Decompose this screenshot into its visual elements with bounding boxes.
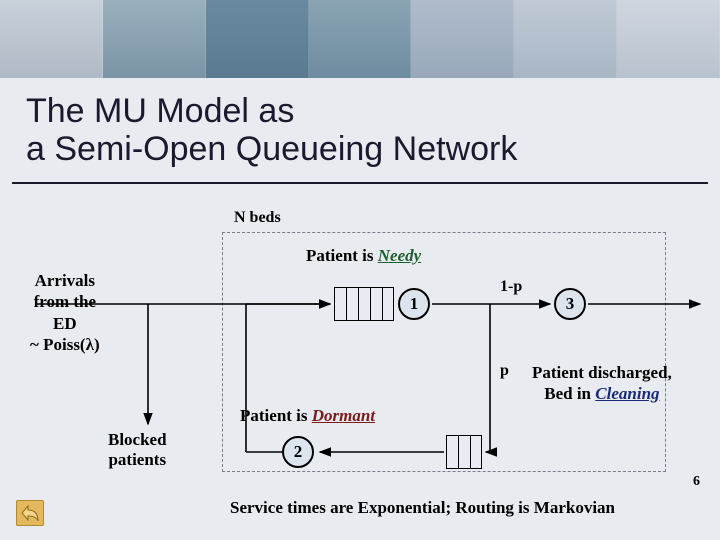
needy-word: Needy — [378, 246, 421, 265]
prob-p: p — [500, 362, 509, 380]
discharge-line1: Patient discharged, — [532, 362, 672, 383]
node-3-cleaning: 3 — [554, 288, 586, 320]
banner-photo — [514, 0, 617, 78]
n-beds-label: N beds — [234, 209, 281, 227]
queue-needy — [334, 287, 394, 321]
queue-slot — [458, 435, 470, 469]
back-icon[interactable] — [16, 500, 44, 526]
arrivals-l4: ~ Poiss(λ) — [30, 334, 100, 355]
prob-1-p: 1-p — [500, 278, 522, 296]
banner-photo — [617, 0, 720, 78]
queue-slot — [346, 287, 358, 321]
queue-slot — [470, 435, 482, 469]
node-2-dormant: 2 — [282, 436, 314, 468]
title-underline — [12, 182, 708, 184]
title-line-2: a Semi-Open Queueing Network — [26, 130, 517, 168]
queue-slot — [370, 287, 382, 321]
banner-photo — [0, 0, 103, 78]
dormant-word: Dormant — [312, 406, 375, 425]
title-line-1: The MU Model as — [26, 92, 517, 130]
discharge-l2-pre: Bed in — [544, 384, 595, 403]
system-boundary-box — [222, 232, 666, 472]
queue-slot — [382, 287, 394, 321]
footer-note: Service times are Exponential; Routing i… — [230, 498, 615, 518]
queue-slot — [334, 287, 346, 321]
needy-prefix: Patient is — [306, 246, 378, 265]
node-2-label: 2 — [294, 442, 303, 462]
queue-dormant — [446, 435, 482, 469]
banner-photo — [206, 0, 309, 78]
dormant-label: Patient is Dormant — [240, 406, 375, 426]
queue-slot — [358, 287, 370, 321]
discharge-l2-word: Cleaning — [595, 384, 659, 403]
banner-photo — [309, 0, 412, 78]
blocked-l2: patients — [108, 450, 167, 470]
banner-photo — [103, 0, 206, 78]
slide-title: The MU Model as a Semi-Open Queueing Net… — [26, 92, 517, 168]
arrivals-label: Arrivals from the ED ~ Poiss(λ) — [30, 270, 100, 355]
blocked-label: Blocked patients — [108, 430, 167, 471]
banner-photo — [411, 0, 514, 78]
needy-label: Patient is Needy — [306, 246, 421, 266]
node-3-label: 3 — [566, 294, 575, 314]
discharge-line2: Bed in Cleaning — [532, 383, 672, 404]
arrivals-l2: from the — [30, 291, 100, 312]
dormant-prefix: Patient is — [240, 406, 312, 425]
blocked-l1: Blocked — [108, 430, 167, 450]
queue-slot — [446, 435, 458, 469]
arrivals-l3: ED — [30, 313, 100, 334]
header-banner — [0, 0, 720, 78]
discharge-label: Patient discharged, Bed in Cleaning — [532, 362, 672, 405]
arrivals-l1: Arrivals — [30, 270, 100, 291]
page-number: 6 — [693, 474, 700, 490]
node-1-needy: 1 — [398, 288, 430, 320]
node-1-label: 1 — [410, 294, 419, 314]
